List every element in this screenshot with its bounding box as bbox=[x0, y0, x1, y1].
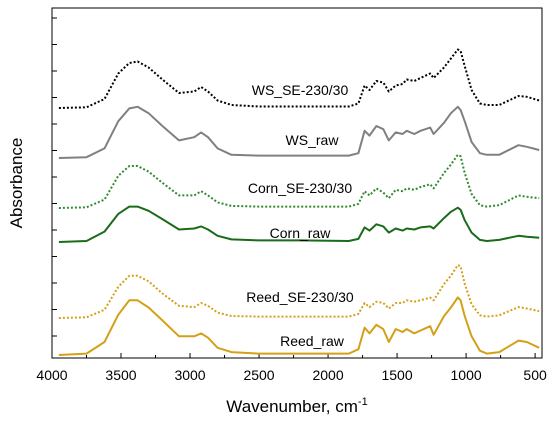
series-label: WS_SE-230/30 bbox=[252, 82, 349, 98]
x-tick-label: 500 bbox=[523, 367, 547, 383]
series-line-ws-raw bbox=[58, 105, 540, 159]
x-axis-title: Wavenumber, cm-1 bbox=[226, 396, 367, 416]
plot-frame bbox=[51, 7, 543, 359]
series-label: Reed_raw bbox=[280, 333, 345, 349]
x-tick-label: 3000 bbox=[174, 367, 205, 383]
series-label: Corn_raw bbox=[270, 225, 332, 241]
x-tick-label: 2000 bbox=[312, 367, 343, 383]
series-line-reed-se-230-30 bbox=[58, 264, 540, 319]
y-axis-ticks bbox=[52, 17, 57, 337]
x-tick-label: 4000 bbox=[36, 367, 67, 383]
x-tick-label: 3500 bbox=[105, 367, 136, 383]
y-axis-title: Absorbance bbox=[7, 138, 26, 229]
curve-labels: WS_SE-230/30 WS_raw Corn_SE-230/30 Corn_raw… bbox=[246, 82, 354, 349]
series-line-corn-se-230-30 bbox=[58, 153, 540, 209]
series-line-corn-raw bbox=[58, 205, 540, 243]
series-line-reed-raw bbox=[58, 296, 540, 356]
series-label: Corn_SE-230/30 bbox=[248, 180, 353, 196]
series-label: Reed_SE-230/30 bbox=[246, 289, 354, 305]
x-tick-label: 1500 bbox=[381, 367, 412, 383]
series-label: WS_raw bbox=[286, 132, 340, 148]
x-axis-title-superscript: -1 bbox=[358, 396, 368, 408]
series-line-ws-se-230-30 bbox=[58, 48, 540, 109]
spectra-curves bbox=[58, 48, 540, 356]
x-axis-title-main: Wavenumber, cm bbox=[226, 397, 358, 416]
x-tick-label: 1000 bbox=[451, 367, 482, 383]
x-axis-ticks: 4000 3500 3000 2500 2000 1500 1000 500 bbox=[36, 353, 547, 383]
x-tick-label: 2500 bbox=[243, 367, 274, 383]
